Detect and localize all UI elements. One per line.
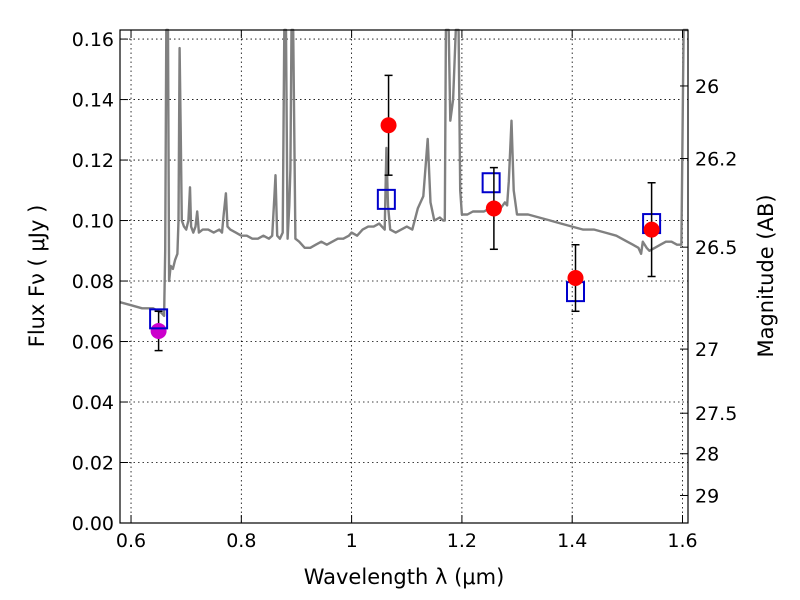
y-right-tick-label: 26.5 (695, 237, 737, 259)
x-tick-label: 0.6 (116, 530, 146, 552)
spectrum-line (119, 28, 688, 317)
ticks: 0.6 0.8 1 1.2 1.4 1.6 0.00 0.02 0.04 0.06 0.08 0.10… (72, 29, 738, 552)
y-right-tick-label: 26.2 (695, 149, 737, 171)
y-tick-label: 0.08 (72, 271, 114, 293)
y-tick-label: 0.06 (72, 332, 114, 354)
observed-point (643, 221, 660, 238)
observed-point (567, 270, 584, 287)
markers (149, 74, 662, 352)
y-right-tick-label: 28 (695, 444, 719, 466)
x-tick-label: 1.4 (557, 530, 587, 552)
x-tick-label: 1.6 (667, 530, 697, 552)
y-axis-label: Flux Fν ( μJy ) (25, 205, 49, 348)
observed-extra-point (150, 322, 167, 339)
x-tick-label: 0.8 (226, 530, 256, 552)
y-right-tick-label: 27.5 (695, 403, 737, 425)
x-tick-label: 1 (346, 530, 358, 552)
plot-frame (119, 29, 689, 524)
y-right-tick-label: 27 (695, 339, 719, 361)
y-right-axis-label: Magnitude (AB) (754, 194, 778, 357)
y-tick-label: 0.02 (72, 453, 114, 475)
y-tick-label: 0.04 (72, 392, 114, 414)
x-axis-label: Wavelength λ (μm) (304, 565, 505, 589)
y-tick-label: 0.14 (72, 90, 114, 112)
grid (120, 30, 688, 524)
model-photometry-point (376, 188, 396, 210)
y-tick-label: 0.12 (72, 150, 114, 172)
y-tick-label: 0.00 (72, 513, 114, 535)
model-spectrum (119, 28, 688, 317)
y-tick-label: 0.10 (72, 211, 114, 233)
model-photometry-point (149, 308, 169, 330)
observed-point (380, 117, 397, 134)
observed-point (485, 200, 502, 217)
model-photometry-point (481, 172, 501, 194)
y-right-tick-label: 29 (695, 485, 719, 507)
x-tick-label: 1.2 (447, 530, 477, 552)
y-right-tick-label: 26 (695, 76, 719, 98)
y-tick-label: 0.16 (72, 29, 114, 51)
